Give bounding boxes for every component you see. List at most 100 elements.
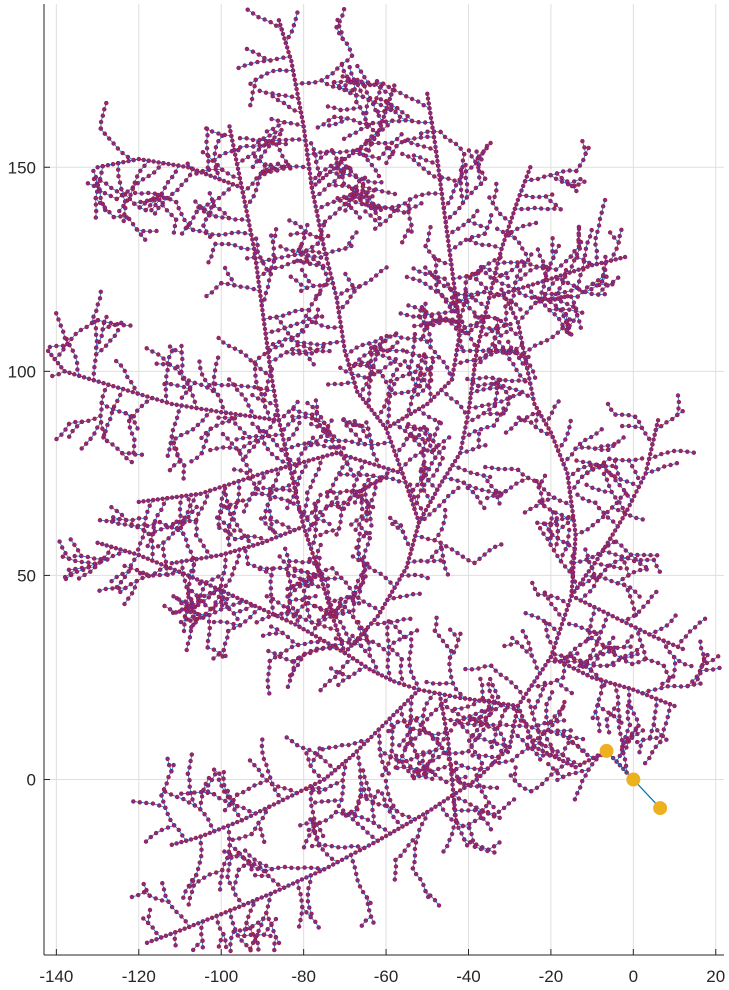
network-node	[266, 671, 271, 677]
network-node	[237, 623, 243, 628]
network-node	[275, 455, 280, 461]
network-node	[520, 628, 525, 634]
network-node	[478, 676, 483, 682]
network-node	[327, 348, 332, 354]
network-node	[422, 707, 427, 712]
network-node	[141, 554, 146, 560]
network-node	[540, 748, 545, 754]
network-node	[372, 617, 377, 623]
network-node	[270, 138, 275, 144]
edge-path	[68, 421, 83, 437]
network-node	[257, 284, 262, 289]
network-node	[251, 286, 256, 292]
network-node	[560, 552, 565, 558]
network-node	[566, 771, 572, 777]
network-node	[517, 373, 523, 378]
network-node	[289, 337, 294, 343]
network-node	[292, 252, 297, 258]
network-node	[412, 559, 417, 564]
network-node	[328, 602, 334, 608]
network-node	[320, 263, 326, 269]
network-node	[458, 631, 463, 636]
network-node	[445, 471, 450, 476]
network-node	[476, 339, 482, 344]
network-node	[204, 293, 209, 299]
network-node	[544, 431, 550, 436]
network-node	[311, 194, 316, 200]
network-node	[600, 548, 605, 554]
network-node	[469, 292, 474, 297]
network-node	[470, 447, 476, 452]
network-node	[432, 690, 437, 695]
edge-path	[443, 154, 465, 209]
network-node	[260, 398, 266, 403]
network-node	[598, 552, 603, 558]
network-node	[502, 708, 508, 713]
network-node	[132, 585, 138, 590]
network-node	[333, 211, 338, 216]
network-node	[629, 731, 635, 736]
network-node	[100, 426, 105, 431]
network-node	[326, 576, 331, 581]
network-node	[94, 308, 99, 313]
network-node	[224, 596, 230, 602]
network-node	[309, 441, 314, 446]
network-node	[114, 574, 119, 580]
network-node	[419, 573, 424, 578]
network-node	[279, 616, 285, 621]
network-node	[440, 456, 445, 461]
network-node	[362, 628, 367, 634]
network-node	[353, 362, 358, 367]
network-node	[104, 314, 109, 320]
network-node	[555, 777, 560, 783]
network-node	[334, 25, 339, 30]
network-node	[489, 285, 494, 291]
network-node	[117, 392, 123, 398]
network-node	[408, 630, 414, 636]
network-node	[155, 497, 161, 502]
network-node	[257, 88, 262, 94]
network-node	[568, 499, 574, 504]
network-node	[60, 554, 65, 559]
network-node	[307, 166, 312, 172]
network-node	[473, 353, 479, 358]
network-node	[572, 541, 578, 547]
network-node	[479, 314, 485, 319]
network-node	[466, 558, 471, 563]
network-node	[289, 29, 295, 34]
network-node	[479, 301, 484, 306]
network-node	[262, 392, 268, 397]
network-node	[563, 500, 569, 506]
network-node	[441, 499, 447, 504]
network-node	[540, 263, 546, 269]
network-node	[398, 663, 404, 668]
network-node	[360, 516, 365, 521]
network-node	[165, 367, 170, 373]
network-node	[495, 261, 500, 266]
edge-path	[445, 178, 486, 223]
network-node	[226, 628, 231, 634]
network-node	[404, 593, 409, 598]
network-node	[274, 56, 280, 62]
network-node	[595, 556, 600, 562]
network-node	[650, 442, 655, 447]
network-node	[575, 790, 580, 796]
network-node	[429, 711, 434, 717]
network-node	[635, 731, 640, 737]
network-node	[356, 595, 361, 600]
network-node	[449, 648, 454, 654]
network-node	[473, 405, 478, 410]
network-node	[307, 261, 313, 266]
network-node	[359, 201, 365, 207]
network-node	[298, 583, 303, 589]
network-node	[211, 590, 217, 596]
network-node	[676, 406, 681, 411]
network-node	[179, 432, 184, 438]
network-node	[167, 447, 172, 452]
network-node	[379, 673, 385, 678]
edge-path	[187, 754, 193, 774]
network-node	[361, 561, 367, 566]
network-node	[579, 445, 585, 450]
network-node	[307, 541, 312, 547]
network-node	[275, 408, 280, 413]
